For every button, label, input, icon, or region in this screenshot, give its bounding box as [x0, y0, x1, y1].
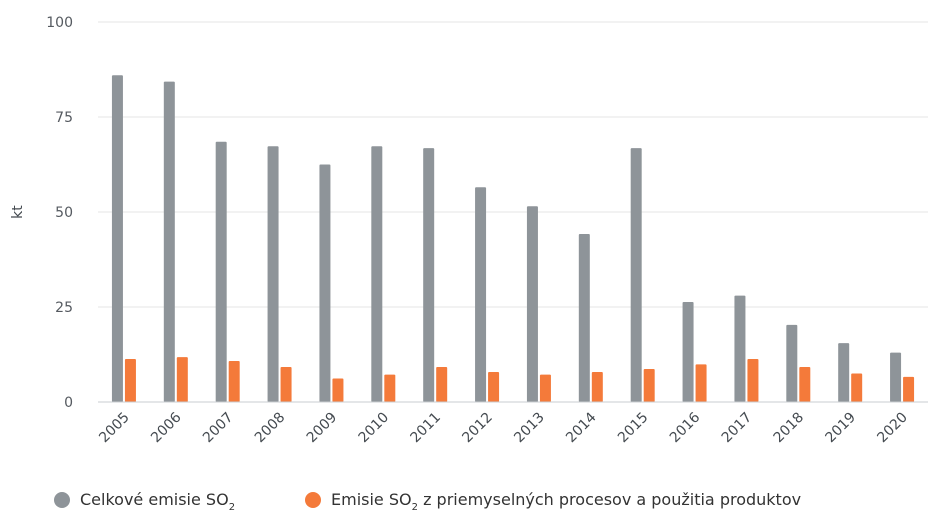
bar-industrial-2007 — [228, 360, 240, 402]
legend-label-total-name: Celkové emisie SO — [80, 490, 229, 509]
bar-total-2013 — [526, 206, 538, 402]
bar-total-2015 — [630, 148, 642, 402]
bar-total-2019 — [838, 343, 850, 402]
bar-total-2012 — [475, 187, 487, 402]
bar-total-2018 — [786, 324, 798, 402]
bar-total-2014 — [578, 234, 590, 402]
bar-industrial-2020 — [903, 376, 915, 402]
bars — [111, 75, 915, 402]
bar-industrial-2008 — [280, 367, 292, 402]
y-axis-ticks: 0 25 50 75 100 — [46, 15, 73, 411]
x-tick-label-2013: 2013 — [511, 410, 548, 447]
x-tick-label-2014: 2014 — [563, 409, 600, 446]
legend-label-industrial-name: Emisie SO — [331, 490, 412, 509]
bar-industrial-2018 — [799, 367, 811, 402]
x-tick-label-2018: 2018 — [771, 410, 808, 447]
bar-total-2006 — [163, 81, 175, 402]
y-tick-label-75: 75 — [55, 110, 73, 126]
x-tick-label-2011: 2011 — [408, 410, 445, 447]
y-tick-label-100: 100 — [46, 15, 73, 31]
bar-industrial-2006 — [176, 357, 188, 402]
bar-total-2008 — [267, 146, 279, 402]
bar-industrial-2011 — [436, 367, 448, 402]
legend-label-total-subscript: 2 — [229, 502, 235, 513]
legend-label-industrial-subscript: 2 — [412, 502, 418, 513]
bar-industrial-2013 — [539, 374, 551, 402]
bar-total-2011 — [423, 148, 435, 402]
bar-total-2017 — [734, 295, 746, 402]
bar-total-2010 — [371, 146, 383, 402]
y-tick-label-25: 25 — [55, 300, 73, 316]
bar-total-2007 — [215, 141, 227, 402]
legend-label-total: Celkové emisie SO2 — [80, 490, 235, 513]
legend-label-industrial: Emisie SO2 z priemyselných procesov a po… — [331, 490, 801, 513]
x-tick-label-2016: 2016 — [667, 409, 704, 446]
bar-industrial-2017 — [747, 359, 759, 402]
x-tick-label-2010: 2010 — [356, 410, 393, 447]
bar-industrial-2014 — [591, 371, 603, 402]
x-tick-label-2007: 2007 — [200, 410, 237, 447]
x-tick-label-2006: 2006 — [148, 409, 185, 446]
y-axis-title: kt — [10, 205, 26, 219]
x-axis-ticks: 2005 2006 2007 2008 2009 2010 2011 2012 2013 2014… — [96, 409, 911, 446]
bar-total-2009 — [319, 164, 331, 402]
legend-item-industrial[interactable]: Emisie SO2 z priemyselných procesov a po… — [305, 490, 801, 513]
bar-industrial-2015 — [643, 368, 655, 402]
bar-industrial-2005 — [124, 359, 136, 402]
x-tick-label-2008: 2008 — [252, 410, 289, 447]
legend-item-total[interactable]: Celkové emisie SO2 — [54, 490, 235, 513]
bar-total-2016 — [682, 302, 694, 402]
x-tick-label-2020: 2020 — [874, 410, 911, 447]
legend-label-industrial-suffix: z priemyselných procesov a použitia prod… — [418, 490, 801, 509]
x-tick-label-2005: 2005 — [96, 410, 133, 447]
bar-industrial-2012 — [488, 371, 500, 402]
bar-industrial-2019 — [851, 373, 863, 402]
x-tick-label-2019: 2019 — [823, 410, 860, 447]
y-tick-label-50: 50 — [55, 205, 73, 221]
bar-total-2020 — [890, 352, 902, 402]
legend-marker-industrial — [305, 492, 321, 508]
legend: Celkové emisie SO2 Emisie SO2 z priemyse… — [54, 490, 801, 513]
bar-total-2005 — [111, 75, 123, 402]
x-tick-label-2009: 2009 — [304, 410, 341, 447]
x-tick-label-2012: 2012 — [459, 410, 496, 447]
x-tick-label-2017: 2017 — [719, 410, 756, 447]
legend-marker-total — [54, 492, 70, 508]
gridlines — [98, 21, 928, 308]
y-tick-label-0: 0 — [64, 395, 73, 411]
bar-industrial-2009 — [332, 378, 344, 402]
bar-industrial-2010 — [384, 374, 396, 402]
bar-industrial-2016 — [695, 364, 707, 402]
x-tick-label-2015: 2015 — [615, 410, 652, 447]
